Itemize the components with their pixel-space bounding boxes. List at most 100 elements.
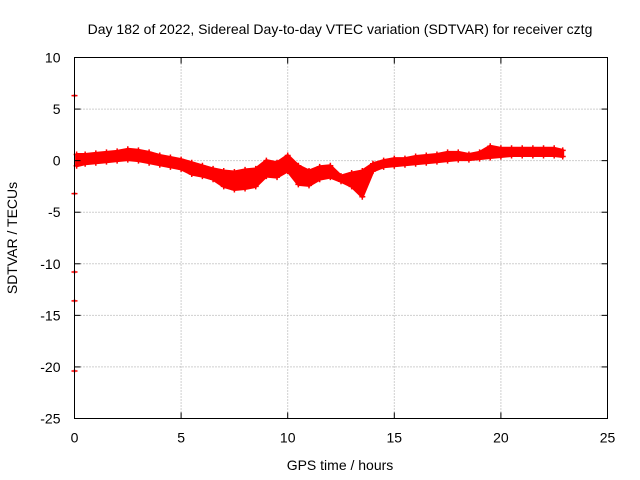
data-point bbox=[263, 157, 270, 164]
data-point bbox=[252, 165, 259, 172]
data-point bbox=[124, 146, 131, 153]
data-point bbox=[508, 152, 515, 159]
data-point bbox=[476, 149, 483, 156]
grid-lines bbox=[74, 57, 608, 419]
data-point bbox=[188, 171, 195, 178]
x-axis-label: GPS time / hours bbox=[287, 457, 394, 473]
data-point bbox=[135, 147, 142, 154]
data-point bbox=[178, 156, 185, 163]
data-point bbox=[103, 158, 110, 165]
data-point bbox=[231, 186, 238, 193]
data-point bbox=[444, 149, 451, 156]
data-point bbox=[284, 152, 291, 159]
data-point bbox=[348, 170, 355, 177]
data-point bbox=[252, 183, 259, 190]
data-point bbox=[508, 145, 515, 152]
data-point bbox=[369, 160, 376, 167]
plot-frame bbox=[74, 57, 608, 419]
data-point bbox=[92, 159, 99, 166]
data-point bbox=[242, 185, 249, 192]
data-point bbox=[220, 183, 227, 190]
data-point bbox=[327, 162, 334, 169]
data-point bbox=[551, 152, 558, 159]
data-point bbox=[412, 160, 419, 167]
data-point bbox=[455, 149, 462, 156]
data-point bbox=[359, 193, 366, 200]
y-tick-label: -25 bbox=[40, 411, 60, 427]
data-point bbox=[559, 153, 566, 160]
data-point bbox=[559, 147, 566, 154]
data-point bbox=[114, 148, 121, 155]
data-point bbox=[455, 156, 462, 163]
data-point bbox=[369, 167, 376, 174]
data-point bbox=[433, 158, 440, 165]
data-point bbox=[423, 152, 430, 159]
data-point bbox=[487, 143, 494, 150]
data-point bbox=[156, 161, 163, 168]
data-point bbox=[210, 176, 217, 183]
data-point bbox=[167, 163, 174, 170]
data-point bbox=[231, 168, 238, 175]
data-point bbox=[529, 145, 536, 152]
data-point bbox=[551, 145, 558, 152]
data-point bbox=[412, 153, 419, 160]
axis-ticks: 0 5 10 15 20 25 10 5 0 -5 -10 -15 -20 -25 bbox=[40, 50, 615, 446]
data-point bbox=[135, 157, 142, 164]
data-point bbox=[338, 178, 344, 185]
data-point bbox=[487, 154, 494, 161]
data-point bbox=[540, 145, 547, 152]
data-point bbox=[497, 145, 504, 152]
data-point bbox=[188, 159, 195, 166]
data-point bbox=[348, 183, 355, 190]
y-tick-label: -20 bbox=[40, 359, 60, 375]
x-tick-label: 25 bbox=[600, 430, 616, 446]
data-point bbox=[210, 165, 217, 172]
data-point bbox=[124, 156, 131, 163]
x-tick-label: 5 bbox=[177, 430, 185, 446]
data-point bbox=[423, 159, 430, 166]
data-point bbox=[359, 167, 366, 174]
data-point bbox=[433, 151, 440, 158]
data-point bbox=[103, 149, 110, 156]
data-point bbox=[338, 173, 344, 180]
data-point bbox=[295, 162, 302, 169]
x-tick-label: 0 bbox=[71, 430, 79, 446]
data-point bbox=[284, 167, 291, 174]
data-point bbox=[242, 166, 249, 173]
data-point bbox=[178, 165, 185, 172]
y-tick-label: 5 bbox=[53, 101, 61, 117]
data-point bbox=[306, 182, 313, 189]
data-point bbox=[519, 145, 526, 152]
data-point bbox=[306, 167, 313, 174]
data-point bbox=[92, 150, 99, 157]
data-point bbox=[167, 154, 174, 161]
y-tick-label: -5 bbox=[48, 204, 61, 220]
data-point bbox=[465, 151, 472, 158]
y-axis-label: SDTVAR / TECUs bbox=[4, 182, 20, 294]
data-point bbox=[274, 174, 281, 181]
data-point bbox=[316, 176, 323, 183]
data-point bbox=[220, 167, 227, 174]
x-tick-label: 20 bbox=[493, 430, 509, 446]
data-point bbox=[82, 151, 89, 158]
data-point bbox=[391, 162, 398, 169]
x-tick-label: 10 bbox=[280, 430, 296, 446]
data-point bbox=[391, 155, 398, 162]
data-point bbox=[199, 173, 206, 180]
data-point bbox=[476, 155, 483, 162]
data-point bbox=[114, 157, 121, 164]
data-point bbox=[263, 173, 270, 180]
x-tick-label: 15 bbox=[387, 430, 403, 446]
data-point bbox=[156, 152, 163, 159]
data-point bbox=[199, 162, 206, 169]
y-tick-label: -10 bbox=[40, 256, 60, 272]
chart-title: Day 182 of 2022, Sidereal Day-to-day VTE… bbox=[88, 21, 593, 37]
data-point bbox=[519, 152, 526, 159]
data-point bbox=[146, 159, 153, 166]
data-point bbox=[401, 161, 408, 168]
data-point bbox=[529, 152, 536, 159]
y-tick-label: 0 bbox=[53, 153, 61, 169]
data-point bbox=[295, 181, 302, 188]
data-point bbox=[465, 156, 472, 163]
